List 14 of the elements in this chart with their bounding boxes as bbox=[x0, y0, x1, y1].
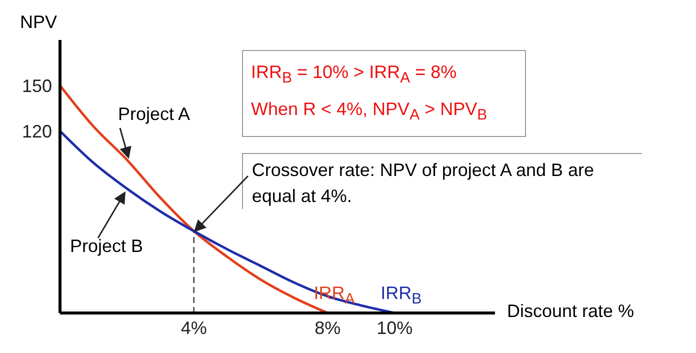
x-tick-label: 4% bbox=[180, 318, 207, 338]
x-tick-label: 8% bbox=[314, 318, 341, 338]
annotation: IRR$_{B}$ bbox=[380, 283, 422, 310]
text-frame: IRR$_{B}$ = 10% > IRR$_{A}$ = 8% When R < 4%, NPV$_{A}$ > NPV$_{B}$ bbox=[242, 50, 526, 138]
annotation: When R < 4%, NPV$_{A}$ > NPV$_{B}$ bbox=[251, 98, 488, 126]
series-label: Project B bbox=[70, 236, 144, 257]
annotation: Crossover rate: NPV of project A and B are equal at 4%. bbox=[250, 159, 596, 208]
x-tick-label: 10% bbox=[376, 318, 413, 338]
y-tick-label: 120 bbox=[22, 121, 52, 142]
annotation: IRR$_{B}$ = 10% > IRR$_{A}$ = 8% bbox=[251, 61, 458, 89]
y-tick-label: 150 bbox=[22, 76, 52, 96]
series-label: Project A bbox=[118, 104, 190, 125]
x-axis-title: Discount rate % bbox=[507, 301, 634, 322]
y-axis-title: NPV bbox=[20, 12, 58, 33]
